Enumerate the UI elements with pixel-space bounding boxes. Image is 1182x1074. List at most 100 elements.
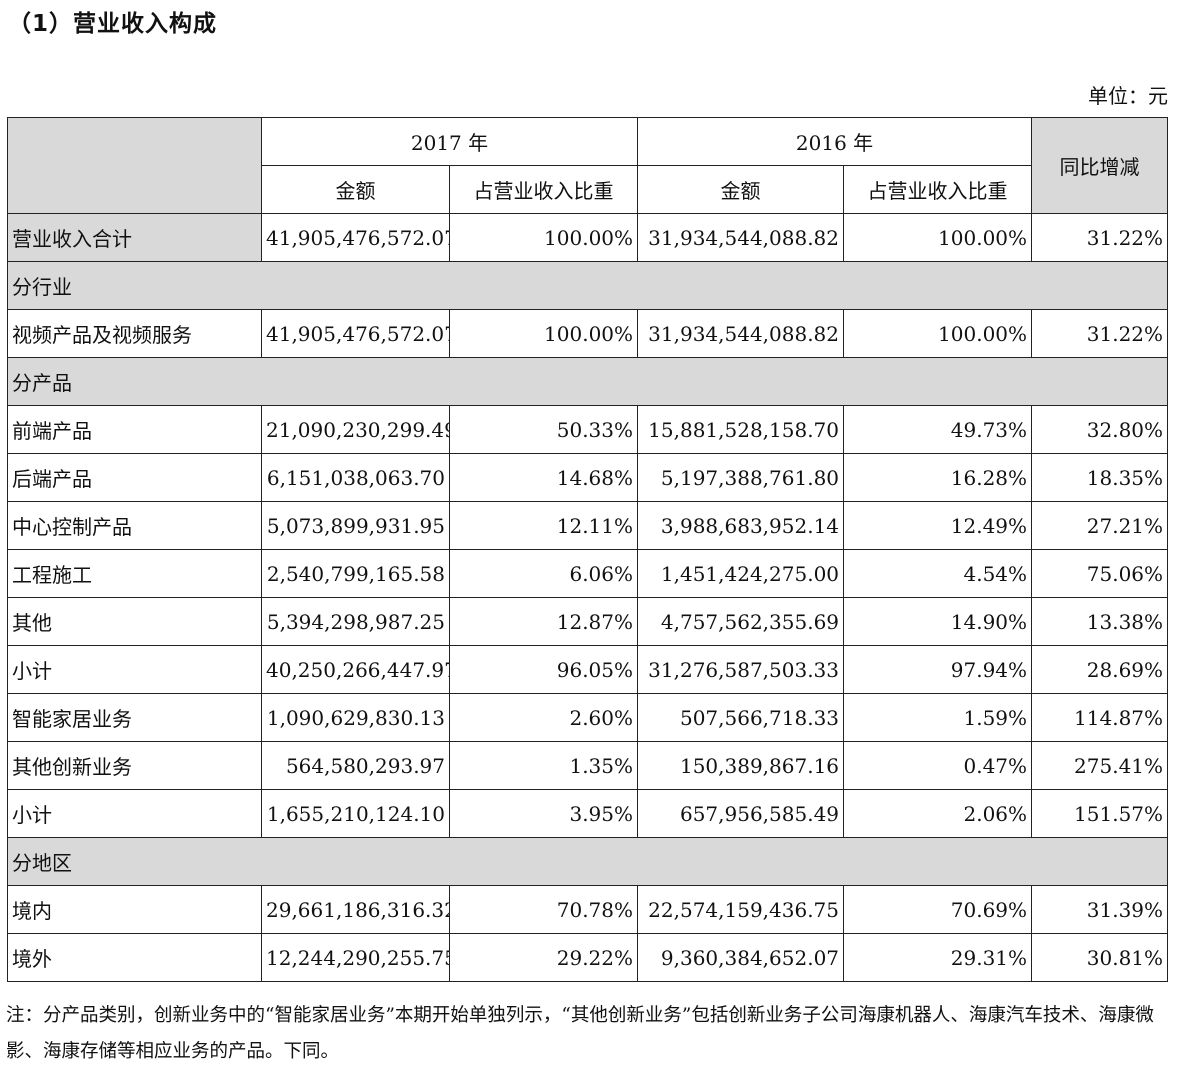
section-label: 分产品 bbox=[6, 357, 1169, 406]
amount-2016: 657,956,585.49 bbox=[637, 789, 845, 838]
header-2017-amount: 金额 bbox=[261, 165, 450, 214]
amount-2016: 507,566,718.33 bbox=[637, 693, 845, 742]
ratio-2016: 29.31% bbox=[843, 933, 1033, 982]
yoy-change: 28.69% bbox=[1031, 645, 1169, 694]
table-row: 中心控制产品 5,073,899,931.95 12.11% 3,988,683,95… bbox=[7, 501, 1169, 550]
ratio-2017: 50.33% bbox=[448, 405, 639, 454]
amount-2016: 31,276,587,503.33 bbox=[637, 645, 845, 694]
ratio-2017: 100.00% bbox=[448, 213, 639, 262]
row-label: 智能家居业务 bbox=[7, 693, 262, 742]
amount-2017: 21,090,230,299.49 bbox=[261, 405, 450, 454]
section-label: 分地区 bbox=[6, 837, 1169, 886]
yoy-change: 30.81% bbox=[1031, 933, 1169, 982]
amount-2017: 29,661,186,316.32 bbox=[261, 885, 450, 934]
yoy-change: 31.22% bbox=[1031, 309, 1169, 358]
row-label: 视频产品及视频服务 bbox=[7, 309, 262, 358]
unit-label: 单位：元 bbox=[1088, 84, 1168, 108]
row-label: 其他创新业务 bbox=[7, 741, 262, 790]
row-label: 工程施工 bbox=[7, 549, 262, 598]
ratio-2017: 2.60% bbox=[448, 693, 639, 742]
amount-2017: 12,244,290,255.75 bbox=[261, 933, 450, 982]
amount-2017: 5,394,298,987.25 bbox=[261, 597, 450, 646]
header-2016-amount: 金额 bbox=[637, 165, 845, 214]
ratio-2016: 97.94% bbox=[843, 645, 1033, 694]
amount-2017: 1,655,210,124.10 bbox=[261, 789, 450, 838]
table-row: 前端产品 21,090,230,299.49 50.33% 15,881,528,15… bbox=[7, 405, 1169, 454]
amount-2016: 5,197,388,761.80 bbox=[637, 453, 845, 502]
amount-2017: 564,580,293.97 bbox=[261, 741, 450, 790]
amount-2017: 41,905,476,572.07 bbox=[261, 213, 450, 262]
table-row: 营业收入合计 41,905,476,572.07 100.00% 31,934,544… bbox=[7, 213, 1169, 262]
amount-2016: 150,389,867.16 bbox=[637, 741, 845, 790]
ratio-2016: 4.54% bbox=[843, 549, 1033, 598]
yoy-change: 13.38% bbox=[1031, 597, 1169, 646]
ratio-2016: 12.49% bbox=[843, 501, 1033, 550]
amount-2017: 1,090,629,830.13 bbox=[261, 693, 450, 742]
ratio-2017: 14.68% bbox=[448, 453, 639, 502]
row-label: 境外 bbox=[7, 933, 262, 982]
table-row: 后端产品 6,151,038,063.70 14.68% 5,197,388,761.… bbox=[7, 453, 1169, 502]
amount-2016: 15,881,528,158.70 bbox=[637, 405, 845, 454]
yoy-change: 31.39% bbox=[1031, 885, 1169, 934]
ratio-2017: 6.06% bbox=[448, 549, 639, 598]
ratio-2016: 0.47% bbox=[843, 741, 1033, 790]
row-label: 后端产品 bbox=[7, 453, 262, 502]
amount-2016: 31,934,544,088.82 bbox=[637, 309, 845, 358]
ratio-2016: 14.90% bbox=[843, 597, 1033, 646]
header-blank-cell bbox=[7, 117, 262, 214]
amount-2017: 5,073,899,931.95 bbox=[261, 501, 450, 550]
ratio-2016: 100.00% bbox=[843, 309, 1033, 358]
table-header: 2017 年 2016 年 同比增减 金额 占营业收入比重 金额 占营业收入比重 bbox=[7, 117, 1169, 214]
header-2017-ratio: 占营业收入比重 bbox=[448, 165, 639, 214]
yoy-change: 75.06% bbox=[1031, 549, 1169, 598]
section-row: 分地区 bbox=[6, 837, 1169, 886]
revenue-composition-table: 2017 年 2016 年 同比增减 金额 占营业收入比重 金额 占营业收入比重… bbox=[6, 117, 1169, 982]
amount-2016: 31,934,544,088.82 bbox=[637, 213, 845, 262]
yoy-change: 275.41% bbox=[1031, 741, 1169, 790]
row-label: 营业收入合计 bbox=[7, 213, 262, 262]
amount-2017: 41,905,476,572.07 bbox=[261, 309, 450, 358]
header-year-2016: 2016 年 bbox=[637, 117, 1033, 166]
table-row: 小计 1,655,210,124.10 3.95% 657,956,585.49 2.0… bbox=[7, 789, 1169, 838]
yoy-change: 27.21% bbox=[1031, 501, 1169, 550]
ratio-2016: 1.59% bbox=[843, 693, 1033, 742]
amount-2016: 4,757,562,355.69 bbox=[637, 597, 845, 646]
table-row: 工程施工 2,540,799,165.58 6.06% 1,451,424,275.0… bbox=[7, 549, 1169, 598]
ratio-2016: 70.69% bbox=[843, 885, 1033, 934]
table-row: 视频产品及视频服务 41,905,476,572.07 100.00% 31,934,… bbox=[7, 309, 1169, 358]
ratio-2017: 70.78% bbox=[448, 885, 639, 934]
header-year-2017: 2017 年 bbox=[260, 117, 639, 166]
row-label: 中心控制产品 bbox=[7, 501, 262, 550]
section-heading: （1）营业收入构成 bbox=[8, 11, 218, 37]
ratio-2017: 1.35% bbox=[448, 741, 639, 790]
row-label: 小计 bbox=[7, 789, 262, 838]
amount-2016: 3,988,683,952.14 bbox=[637, 501, 845, 550]
header-yoy: 同比增减 bbox=[1031, 117, 1169, 214]
table-row: 境外 12,244,290,255.75 29.22% 9,360,384,652.0… bbox=[7, 933, 1169, 982]
yoy-change: 31.22% bbox=[1031, 213, 1169, 262]
amount-2017: 40,250,266,447.97 bbox=[261, 645, 450, 694]
ratio-2016: 49.73% bbox=[843, 405, 1033, 454]
footnote: 注：分产品类别，创新业务中的“智能家居业务”本期开始单独列示，“其他创新业务”包… bbox=[6, 1005, 1154, 1062]
ratio-2017: 3.95% bbox=[448, 789, 639, 838]
row-label: 前端产品 bbox=[7, 405, 262, 454]
section-row: 分行业 bbox=[6, 261, 1169, 310]
ratio-2017: 100.00% bbox=[448, 309, 639, 358]
amount-2017: 6,151,038,063.70 bbox=[261, 453, 450, 502]
ratio-2016: 2.06% bbox=[843, 789, 1033, 838]
table-body: 营业收入合计 41,905,476,572.07 100.00% 31,934,544… bbox=[6, 213, 1169, 982]
yoy-change: 18.35% bbox=[1031, 453, 1169, 502]
table-row: 境内 29,661,186,316.32 70.78% 22,574,159,436.… bbox=[7, 885, 1169, 934]
yoy-change: 32.80% bbox=[1031, 405, 1169, 454]
table-row: 其他 5,394,298,987.25 12.87% 4,757,562,355.69… bbox=[7, 597, 1169, 646]
ratio-2017: 96.05% bbox=[448, 645, 639, 694]
amount-2016: 9,360,384,652.07 bbox=[637, 933, 845, 982]
ratio-2017: 12.11% bbox=[448, 501, 639, 550]
table-row: 智能家居业务 1,090,629,830.13 2.60% 507,566,718.3… bbox=[7, 693, 1169, 742]
yoy-change: 151.57% bbox=[1031, 789, 1169, 838]
table-row: 其他创新业务 564,580,293.97 1.35% 150,389,867.16 0… bbox=[7, 741, 1169, 790]
table-row: 小计 40,250,266,447.97 96.05% 31,276,587,503.… bbox=[7, 645, 1169, 694]
section-label: 分行业 bbox=[6, 261, 1169, 310]
ratio-2016: 16.28% bbox=[843, 453, 1033, 502]
row-label: 其他 bbox=[7, 597, 262, 646]
